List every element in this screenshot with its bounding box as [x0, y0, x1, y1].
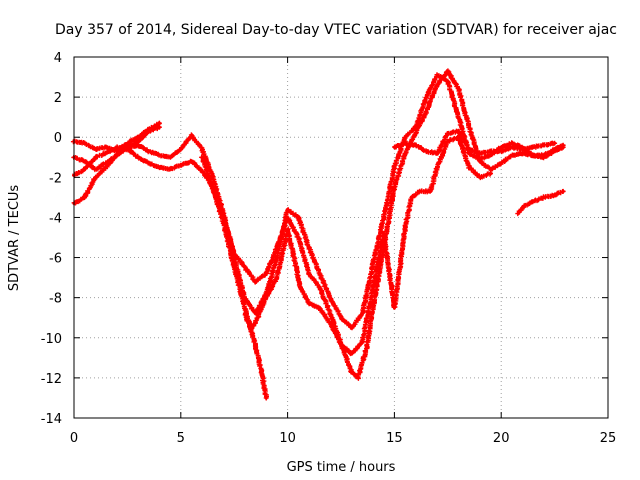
chart-title: Day 357 of 2014, Sidereal Day-to-day VTE… [55, 22, 617, 38]
plot-frame [73, 56, 609, 419]
x-tick-label: 0 [70, 431, 78, 446]
series-track-6 [242, 134, 494, 357]
series-track-4 [71, 72, 566, 331]
y-tick-label: 2 [54, 91, 62, 106]
series-track-5 [199, 68, 566, 381]
series-markers [242, 134, 494, 357]
plot-points [70, 68, 566, 401]
series-track-1 [70, 120, 162, 154]
y-tick-label: -14 [41, 412, 62, 427]
series-track-8 [515, 188, 566, 217]
x-axis-label: GPS time / hours [287, 460, 396, 475]
x-tick-label: 15 [386, 431, 403, 446]
y-tick-label: -12 [41, 372, 62, 387]
y-tick-label: 4 [54, 51, 62, 66]
y-tick-label: -4 [49, 211, 62, 226]
y-tick-label: -10 [41, 332, 62, 347]
x-tick-label: 10 [279, 431, 296, 446]
y-tick-label: -8 [49, 292, 62, 307]
y-tick-label: -2 [49, 171, 62, 186]
y-tick-label: -6 [49, 252, 62, 267]
x-tick-label: 5 [177, 431, 185, 446]
y-axis-label: SDTVAR / TECUs [7, 185, 22, 292]
x-tick-label: 25 [600, 431, 617, 446]
y-tick-label: 0 [54, 131, 62, 146]
ticks [73, 56, 609, 419]
series-track-7 [392, 128, 558, 156]
x-tick-label: 20 [493, 431, 510, 446]
tick-labels: 0 5 10 15 20 25 -14 -12 -10 -8 -6 -4 -2 0 2 4 [41, 51, 617, 446]
series-markers [392, 128, 558, 156]
series-markers [515, 188, 566, 217]
grid [74, 57, 608, 418]
